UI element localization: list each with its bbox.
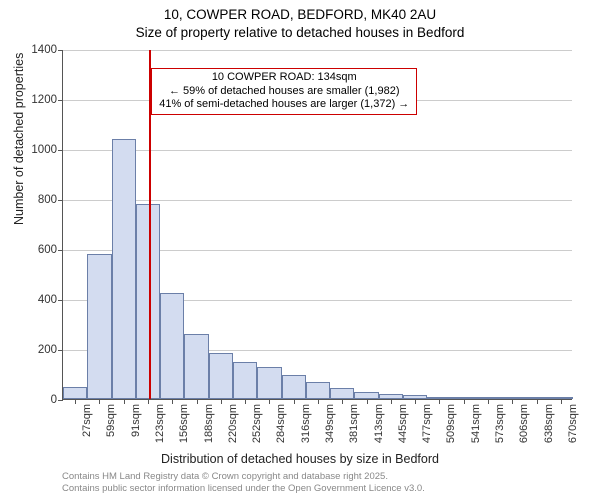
- histogram-bar: [549, 397, 573, 399]
- x-tick-label: 316sqm: [298, 404, 312, 443]
- y-tick-label: 0: [51, 394, 63, 406]
- x-tick-label: 91sqm: [128, 404, 142, 437]
- y-axis-label: Number of detached properties: [12, 53, 26, 225]
- callout-line2: ← 59% of detached houses are smaller (1,…: [159, 85, 409, 99]
- x-tick-label: 381sqm: [346, 404, 360, 443]
- callout-line1: 10 COWPER ROAD: 134sqm: [159, 71, 409, 85]
- x-tick-label: 188sqm: [201, 404, 215, 443]
- x-tick-mark: [367, 399, 368, 404]
- x-tick-mark: [439, 399, 440, 404]
- x-tick-label: 123sqm: [152, 404, 166, 443]
- x-tick-mark: [561, 399, 562, 404]
- x-tick-label: 27sqm: [79, 404, 93, 437]
- histogram-bar: [330, 388, 354, 399]
- histogram-bar: [63, 387, 87, 400]
- histogram-bar: [524, 397, 548, 399]
- y-tick-label: 600: [38, 244, 63, 256]
- attribution-line2: Contains public sector information licen…: [62, 483, 425, 495]
- histogram-bar: [184, 334, 208, 399]
- x-tick-label: 252sqm: [249, 404, 263, 443]
- x-tick-mark: [148, 399, 149, 404]
- callout-box: 10 COWPER ROAD: 134sqm← 59% of detached …: [151, 68, 417, 115]
- x-tick-mark: [391, 399, 392, 404]
- histogram-bar: [306, 382, 330, 399]
- x-tick-mark: [197, 399, 198, 404]
- x-tick-label: 670sqm: [565, 404, 579, 443]
- x-tick-mark: [318, 399, 319, 404]
- histogram-bar: [282, 375, 306, 399]
- chart-title-line2: Size of property relative to detached ho…: [0, 24, 600, 42]
- x-tick-mark: [221, 399, 222, 404]
- x-tick-mark: [512, 399, 513, 404]
- histogram-bar: [160, 293, 184, 399]
- y-tick-label: 1000: [31, 144, 63, 156]
- x-tick-mark: [415, 399, 416, 404]
- x-tick-label: 413sqm: [371, 404, 385, 443]
- histogram-bar: [403, 395, 427, 399]
- histogram-bar: [500, 397, 524, 399]
- y-tick-label: 800: [38, 194, 63, 206]
- histogram-bar: [427, 397, 451, 400]
- x-tick-mark: [124, 399, 125, 404]
- y-tick-label: 1400: [31, 44, 63, 56]
- x-tick-mark: [537, 399, 538, 404]
- x-tick-label: 284sqm: [273, 404, 287, 443]
- chart-plot-area: 020040060080010001200140027sqm59sqm91sqm…: [62, 50, 572, 400]
- x-tick-mark: [245, 399, 246, 404]
- x-tick-label: 541sqm: [468, 404, 482, 443]
- y-tick-label: 400: [38, 294, 63, 306]
- gridline: [63, 50, 572, 51]
- histogram-bar: [379, 394, 403, 400]
- x-tick-mark: [75, 399, 76, 404]
- histogram-bar: [452, 397, 476, 399]
- x-tick-label: 156sqm: [176, 404, 190, 443]
- attribution-text: Contains HM Land Registry data © Crown c…: [62, 471, 425, 495]
- histogram-bar: [257, 367, 281, 399]
- gridline: [63, 150, 572, 151]
- histogram-bar: [354, 392, 378, 400]
- gridline: [63, 200, 572, 201]
- x-tick-label: 606sqm: [516, 404, 530, 443]
- x-axis-label: Distribution of detached houses by size …: [161, 452, 439, 466]
- x-tick-mark: [99, 399, 100, 404]
- x-tick-mark: [342, 399, 343, 404]
- x-tick-label: 59sqm: [103, 404, 117, 437]
- histogram-bar: [476, 397, 500, 399]
- x-tick-label: 573sqm: [492, 404, 506, 443]
- callout-line3: 41% of semi-detached houses are larger (…: [159, 98, 409, 112]
- y-tick-label: 200: [38, 344, 63, 356]
- x-tick-mark: [269, 399, 270, 404]
- x-tick-label: 477sqm: [419, 404, 433, 443]
- y-tick-label: 1200: [31, 94, 63, 106]
- x-tick-label: 509sqm: [443, 404, 457, 443]
- x-tick-label: 349sqm: [322, 404, 336, 443]
- histogram-bar: [233, 362, 257, 400]
- x-tick-mark: [172, 399, 173, 404]
- histogram-bar: [209, 353, 233, 399]
- histogram-bar: [112, 139, 136, 399]
- chart-title-line1: 10, COWPER ROAD, BEDFORD, MK40 2AU: [0, 6, 600, 24]
- x-tick-label: 638sqm: [541, 404, 555, 443]
- x-tick-mark: [294, 399, 295, 404]
- x-tick-mark: [464, 399, 465, 404]
- x-tick-mark: [488, 399, 489, 404]
- chart-title-block: 10, COWPER ROAD, BEDFORD, MK40 2AU Size …: [0, 0, 600, 41]
- histogram-bar: [87, 254, 111, 399]
- x-tick-label: 220sqm: [225, 404, 239, 443]
- attribution-line1: Contains HM Land Registry data © Crown c…: [62, 471, 425, 483]
- x-tick-label: 445sqm: [395, 404, 409, 443]
